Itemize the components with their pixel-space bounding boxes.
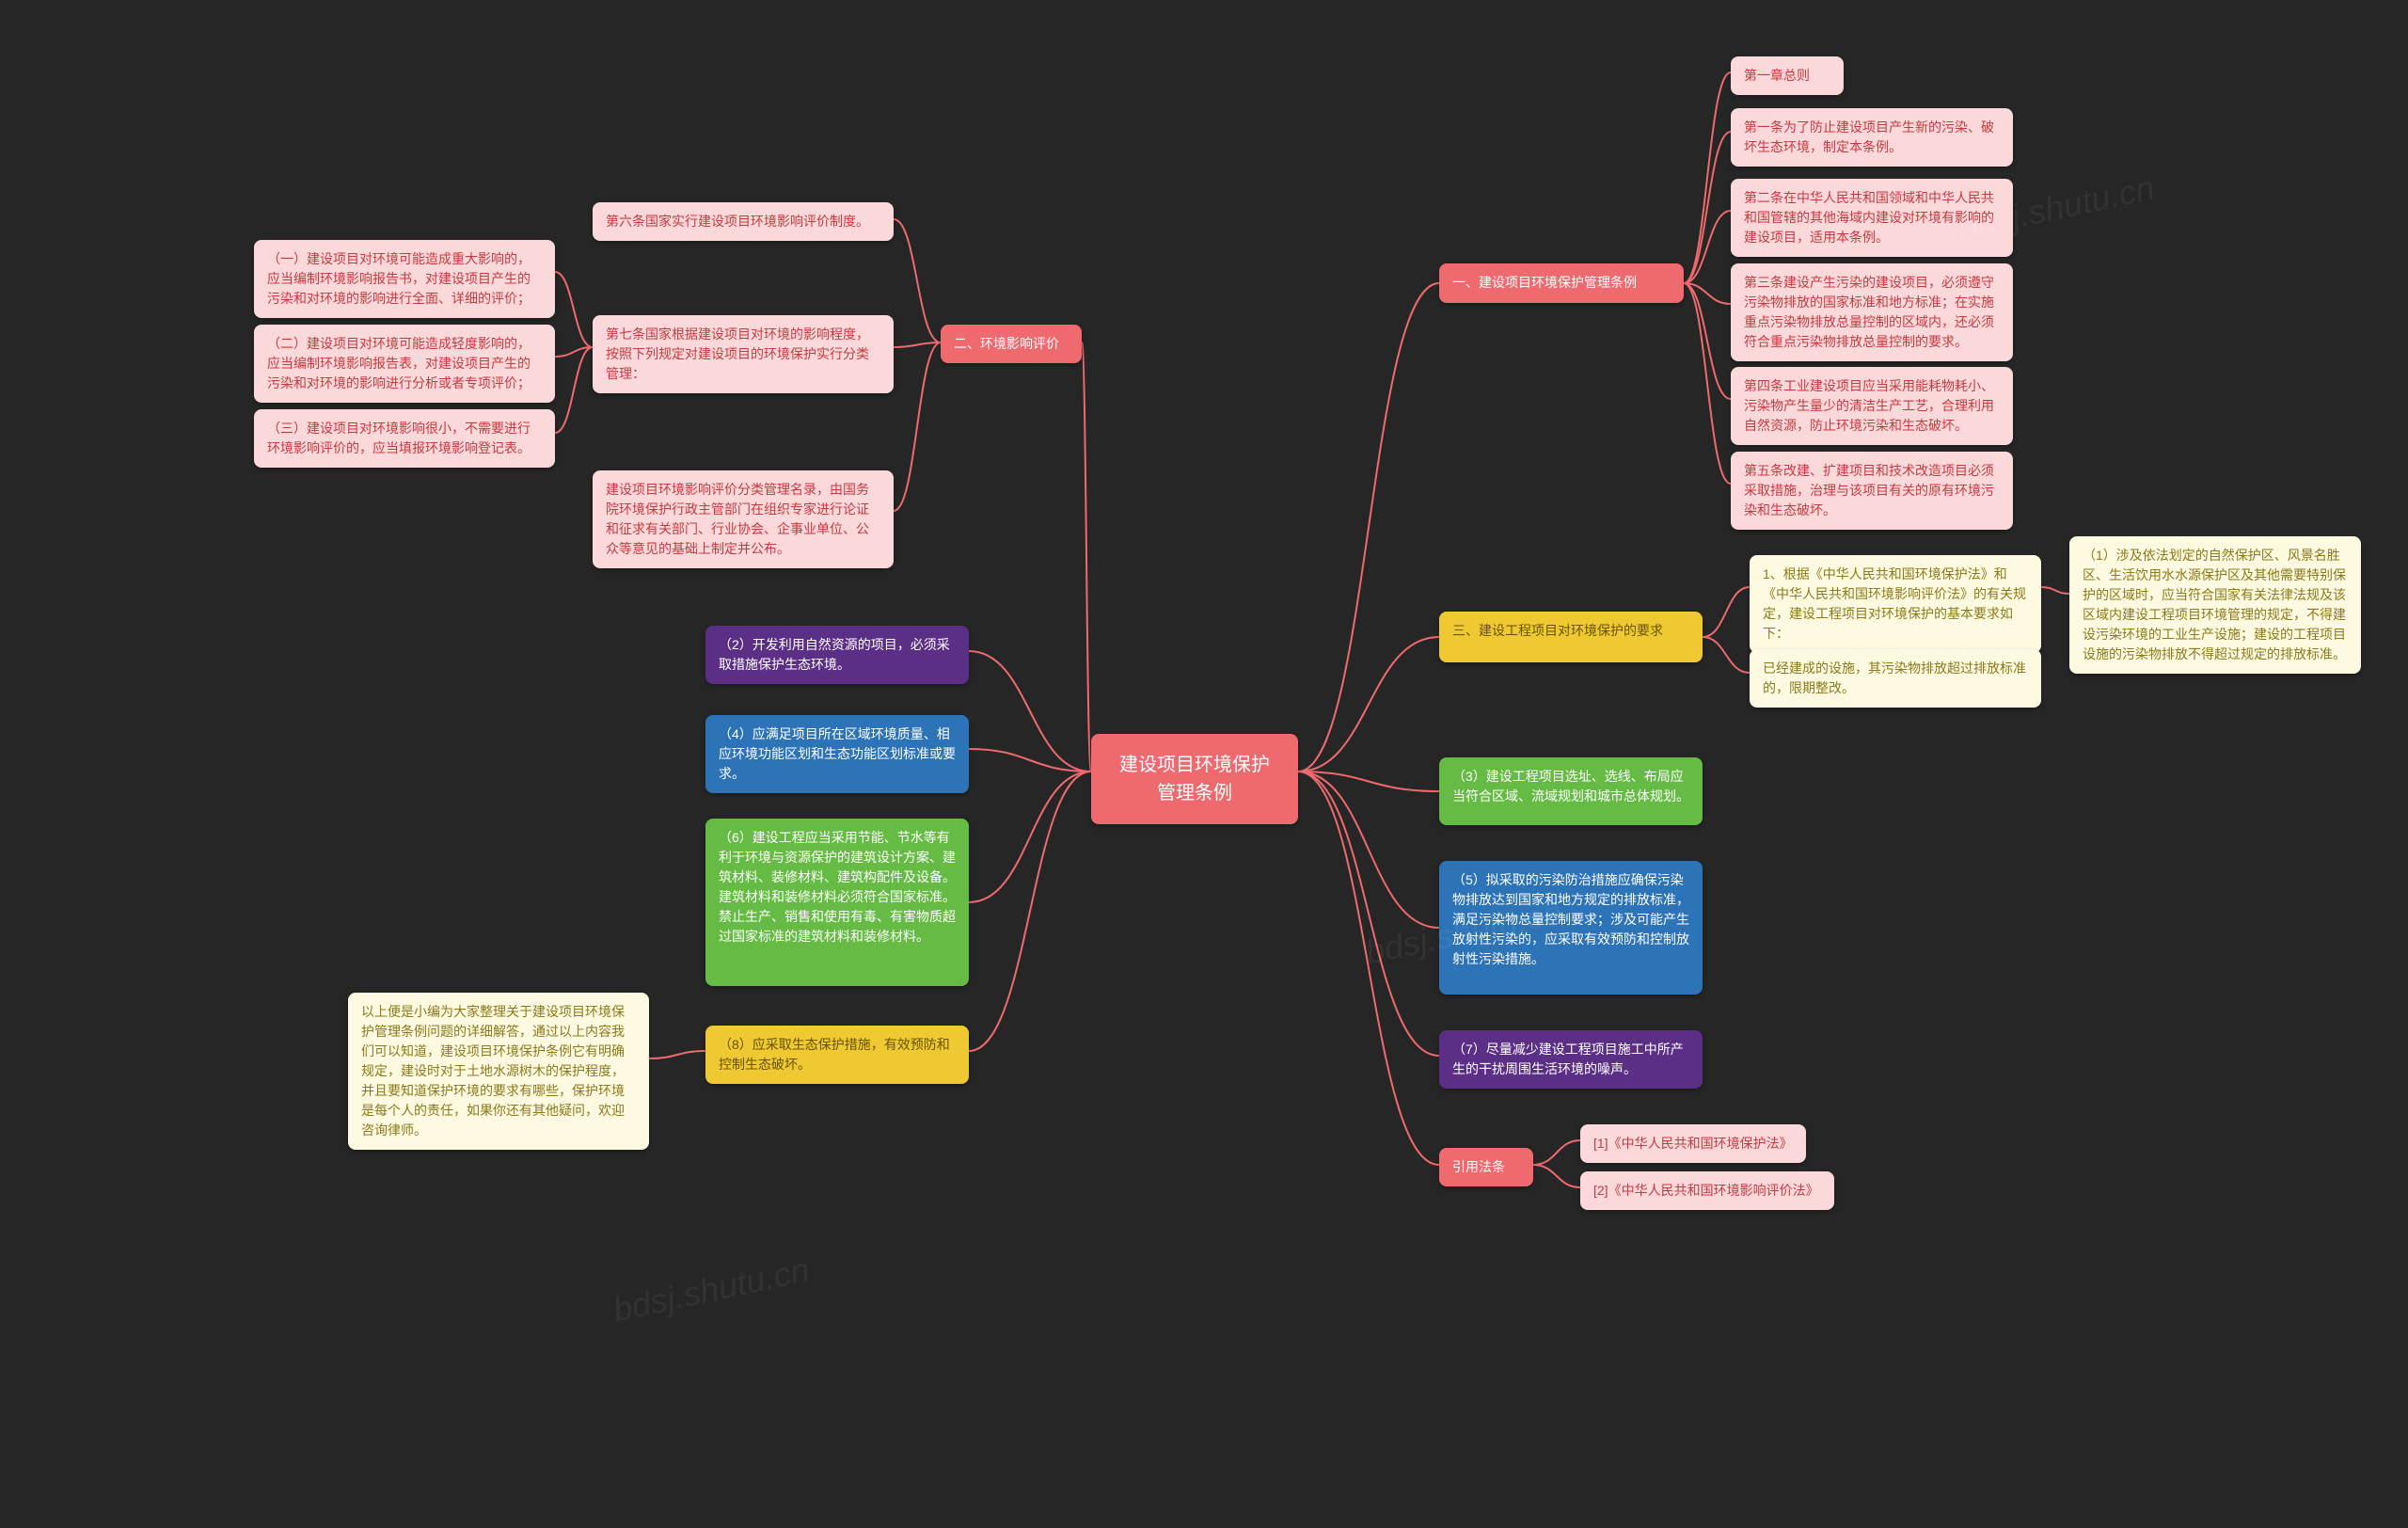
edge-root-n2: [1082, 342, 1091, 772]
mindmap-node-n3b[interactable]: 已经建成的设施，其污染物排放超过排放标准的，限期整改。: [1750, 649, 2041, 708]
mindmap-node-n1d[interactable]: 第三条建设产生污染的建设项目，必须遵守污染物排放的国家标准和地方标准；在实施重点…: [1731, 263, 2013, 361]
mindmap-node-L4[interactable]: （4）应满足项目所在区域环境质量、相应环境功能区划和生态功能区划标准或要求。: [705, 715, 969, 793]
edge-n2b-n2b2: [555, 347, 593, 357]
mindmap-node-R5[interactable]: （5）拟采取的污染防治措施应确保污染物排放达到国家和地方规定的排放标准，满足污染…: [1439, 861, 1703, 995]
edge-n3-n3a: [1703, 587, 1750, 637]
edge-root-L8: [969, 772, 1091, 1051]
edge-root-R5: [1298, 772, 1439, 928]
watermark-2: bdsj.shutu.cn: [610, 1249, 813, 1329]
mindmap-node-L6[interactable]: （6）建设工程应当采用节能、节水等有利于环境与资源保护的建筑设计方案、建筑材料、…: [705, 819, 969, 986]
mindmap-node-L8[interactable]: （8）应采取生态保护措施，有效预防和控制生态破坏。: [705, 1026, 969, 1084]
mindmap-node-n2b1[interactable]: （一）建设项目对环境可能造成重大影响的，应当编制环境影响报告书，对建设项目产生的…: [254, 240, 555, 318]
edge-root-n1: [1298, 283, 1439, 772]
mindmap-node-L8a[interactable]: 以上便是小编为大家整理关于建设项目环境保护管理条例问题的详细解答，通过以上内容我…: [348, 993, 649, 1150]
mindmap-node-n1b[interactable]: 第一条为了防止建设项目产生新的污染、破坏生态环境，制定本条例。: [1731, 108, 2013, 167]
mindmap-node-n3[interactable]: 三、建设工程项目对环境保护的要求: [1439, 612, 1703, 662]
mindmap-node-n2b2[interactable]: （二）建设项目对环境可能造成轻度影响的，应当编制环境影响报告表，对建设项目产生的…: [254, 325, 555, 403]
edge-n1-n1b: [1684, 132, 1731, 283]
edge-n1-n1c: [1684, 211, 1731, 283]
mindmap-node-n3a[interactable]: 1、根据《中华人民共和国环境保护法》和《中华人民共和国环境影响评价法》的有关规定…: [1750, 555, 2041, 653]
mindmap-node-R7[interactable]: （7）尽量减少建设工程项目施工中所产生的干扰周围生活环境的噪声。: [1439, 1030, 1703, 1089]
edge-n1-n1a: [1684, 72, 1731, 283]
edge-n1-n1e: [1684, 283, 1731, 399]
edge-root-L6: [969, 772, 1091, 902]
edge-root-ref: [1298, 772, 1439, 1165]
mindmap-node-ref2[interactable]: [2]《中华人民共和国环境影响评价法》: [1580, 1171, 1834, 1210]
edge-root-n3: [1298, 637, 1439, 772]
edge-ref-ref2: [1533, 1165, 1580, 1187]
edge-root-R3: [1298, 772, 1439, 791]
mindmap-node-ref[interactable]: 引用法条: [1439, 1148, 1533, 1186]
edge-n3a-n3a1: [2041, 587, 2069, 594]
mindmap-node-R3[interactable]: （3）建设工程项目选址、选线、布局应当符合区域、流域规划和城市总体规划。: [1439, 757, 1703, 825]
mindmap-node-n2c[interactable]: 建设项目环境影响评价分类管理名录，由国务院环境保护行政主管部门在组织专家进行论证…: [593, 470, 894, 568]
mindmap-node-L2[interactable]: （2）开发利用自然资源的项目，必须采取措施保护生态环境。: [705, 626, 969, 684]
edge-n2-n2c: [894, 342, 941, 511]
mindmap-node-n3a1[interactable]: （1）涉及依法划定的自然保护区、风景名胜区、生活饮用水水源保护区及其他需要特别保…: [2069, 536, 2361, 674]
mindmap-node-n1e[interactable]: 第四条工业建设项目应当采用能耗物耗小、污染物产生量少的清洁生产工艺，合理利用自然…: [1731, 367, 2013, 445]
edge-n3-n3b: [1703, 637, 1750, 673]
mindmap-node-n1c[interactable]: 第二条在中华人民共和国领域和中华人民共和国管辖的其他海域内建设对环境有影响的建设…: [1731, 179, 2013, 257]
edge-n2b-n2b3: [555, 347, 593, 433]
mindmap-node-ref1[interactable]: [1]《中华人民共和国环境保护法》: [1580, 1124, 1806, 1163]
mindmap-node-n2b[interactable]: 第七条国家根据建设项目对环境的影响程度，按照下列规定对建设项目的环境保护实行分类…: [593, 315, 894, 393]
edge-n1-n1d: [1684, 283, 1731, 304]
mindmap-node-n2b3[interactable]: （三）建设项目对环境影响很小，不需要进行环境影响评价的，应当填报环境影响登记表。: [254, 409, 555, 468]
mindmap-node-n2[interactable]: 二、环境影响评价: [941, 325, 1082, 363]
edge-root-L4: [969, 749, 1091, 772]
edge-n2-n2b: [894, 342, 941, 347]
edge-n2b-n2b1: [555, 272, 593, 347]
mindmap-node-n2a[interactable]: 第六条国家实行建设项目环境影响评价制度。: [593, 202, 894, 241]
edge-L8-L8a: [649, 1051, 705, 1058]
mindmap-node-n1f[interactable]: 第五条改建、扩建项目和技术改造项目必须采取措施，治理与该项目有关的原有环境污染和…: [1731, 452, 2013, 530]
mindmap-node-n1a[interactable]: 第一章总则: [1731, 56, 1844, 95]
edge-n1-n1f: [1684, 283, 1731, 484]
edge-root-R7: [1298, 772, 1439, 1056]
edge-n2-n2a: [894, 219, 941, 342]
mindmap-node-root[interactable]: 建设项目环境保护管理条例: [1091, 734, 1298, 824]
edge-root-L2: [969, 651, 1091, 772]
edge-ref-ref1: [1533, 1140, 1580, 1165]
mindmap-node-n1[interactable]: 一、建设项目环境保护管理条例: [1439, 263, 1684, 303]
